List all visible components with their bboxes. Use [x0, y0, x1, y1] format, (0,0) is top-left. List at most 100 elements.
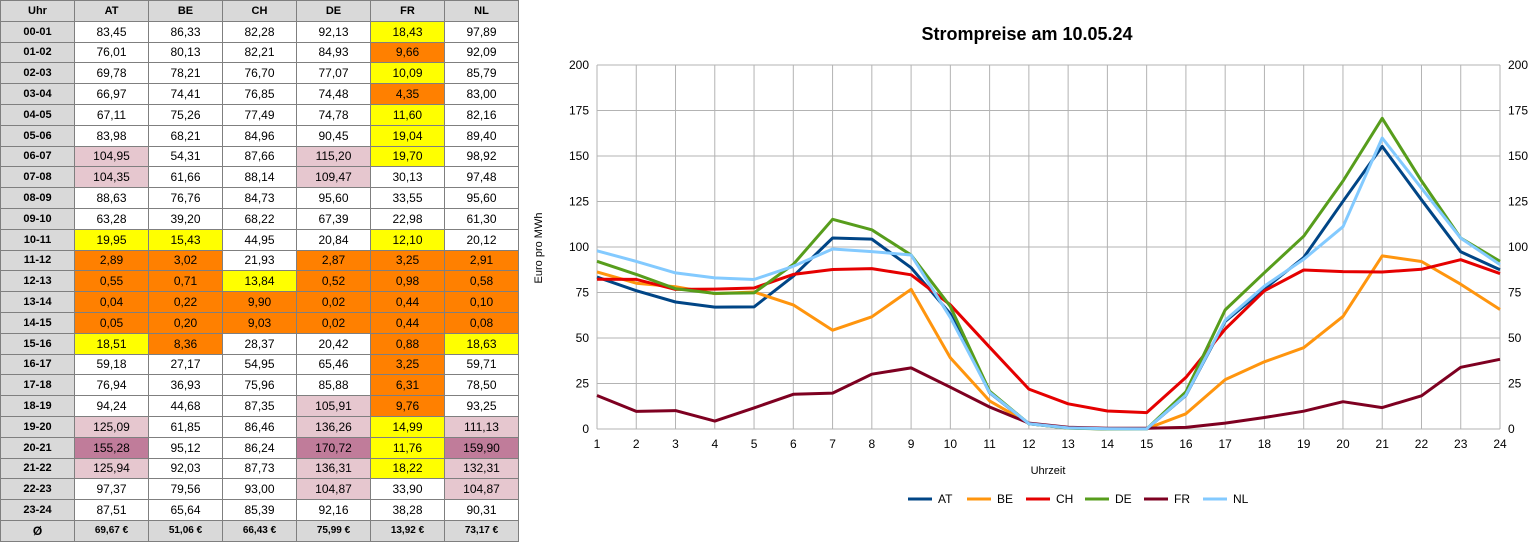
legend-label: AT	[938, 492, 953, 506]
price-cell: 63,28	[74, 207, 149, 230]
price-cell: 44,95	[222, 228, 297, 251]
price-cell: 59,71	[444, 353, 519, 376]
price-cell: 0,52	[296, 270, 371, 293]
price-cell: 87,51	[74, 499, 149, 521]
table-row: 17-18 76,94 36,93 75,96 85,88 6,31 78,50	[0, 374, 519, 397]
column-header-at: AT	[74, 0, 149, 22]
y-tick-label: 50	[1508, 331, 1522, 345]
table-row: 09-10 63,28 39,20 68,22 67,39 22,98 61,30	[0, 207, 519, 230]
price-cell: 74,48	[296, 83, 371, 105]
price-cell: 125,09	[74, 415, 149, 438]
legend-label: NL	[1233, 492, 1249, 506]
price-cell: 67,11	[74, 103, 149, 126]
y-axis-left: 0 25 50 75 100 125 150 175 200	[569, 58, 589, 436]
price-table: Uhr AT BE CH DE FR NL 00-01 83,45 86,33 82,28 92,1…	[0, 0, 519, 542]
price-cell: 92,09	[444, 41, 519, 64]
price-cell: 86,46	[222, 415, 297, 438]
price-cell: 11,60	[370, 103, 445, 126]
price-cell: 8,36	[148, 332, 223, 355]
price-cell: 61,66	[148, 166, 223, 189]
hour-cell: 06-07	[0, 145, 75, 168]
price-cell: 78,50	[444, 374, 519, 397]
hour-cell: 04-05	[0, 103, 75, 126]
hour-cell: 22-23	[0, 478, 75, 501]
table-row: 21-22 125,94 92,03 87,73 136,31 18,22 132,31	[0, 457, 519, 480]
table-row: 07-08 104,35 61,66 88,14 109,47 30,13 97,48	[0, 166, 519, 189]
hour-cell: 16-17	[0, 353, 75, 376]
table-row: 18-19 94,24 44,68 87,35 105,91 9,76 93,25	[0, 395, 519, 417]
price-cell: 28,37	[222, 332, 297, 355]
price-cell: 82,21	[222, 41, 297, 64]
table-row: 04-05 67,11 75,26 77,49 74,78 11,60 82,16	[0, 103, 519, 126]
price-cell: 83,00	[444, 83, 519, 105]
price-cell: 39,20	[148, 207, 223, 230]
series-line-nl	[596, 136, 1501, 431]
x-tick-label: 13	[1061, 437, 1075, 451]
series-line-de	[596, 116, 1501, 431]
hour-cell: 00-01	[0, 20, 75, 43]
price-cell: 0,88	[370, 332, 445, 355]
price-cell: 136,26	[296, 415, 371, 438]
price-cell: 3,25	[370, 353, 445, 376]
price-cell: 76,01	[74, 41, 149, 64]
hour-cell: 14-15	[0, 311, 75, 334]
price-cell: 0,22	[148, 291, 223, 313]
price-cell: 18,63	[444, 332, 519, 355]
y-tick-label: 150	[1508, 149, 1528, 163]
hour-cell: 12-13	[0, 270, 75, 293]
x-tick-label: 2	[633, 437, 640, 451]
price-cell: 104,95	[74, 145, 149, 168]
price-cell: 84,93	[296, 41, 371, 64]
price-cell: 0,71	[148, 270, 223, 293]
price-cell: 20,12	[444, 228, 519, 251]
legend-label: FR	[1174, 492, 1190, 506]
column-header-fr: FR	[370, 0, 445, 22]
price-cell: 87,35	[222, 395, 297, 417]
x-axis: 1 2 3 4 5 6 7 8 9 10 11 12 13 14 15 16 17 18 19 20 21 22 23 24	[594, 437, 1507, 451]
table-row: 02-03 69,78 78,21 76,70 77,07 10,09 85,79	[0, 62, 519, 85]
chart-grid	[596, 64, 1501, 430]
x-tick-label: 11	[983, 437, 996, 451]
price-cell: 67,39	[296, 207, 371, 230]
table-row: 22-23 97,37 79,56 93,00 104,87 33,90 104,87	[0, 478, 519, 501]
table-row: 10-11 19,95 15,43 44,95 20,84 12,10 20,12	[0, 228, 519, 251]
x-tick-label: 19	[1297, 437, 1311, 451]
price-cell: 74,78	[296, 103, 371, 126]
hour-cell: 15-16	[0, 332, 75, 355]
price-cell: 97,89	[444, 20, 519, 43]
price-cell: 94,24	[74, 395, 149, 417]
hour-cell: 11-12	[0, 249, 75, 272]
price-cell: 85,39	[222, 499, 297, 521]
price-cell: 20,42	[296, 332, 371, 355]
chart-series	[596, 116, 1501, 431]
price-cell: 76,70	[222, 62, 297, 85]
price-cell: 59,18	[74, 353, 149, 376]
price-cell: 13,84	[222, 270, 297, 293]
x-tick-label: 15	[1140, 437, 1154, 451]
column-header-ch: CH	[222, 0, 297, 22]
legend-label: CH	[1056, 492, 1073, 506]
price-cell: 109,47	[296, 166, 371, 189]
x-tick-label: 6	[790, 437, 797, 451]
price-cell: 159,90	[444, 436, 519, 459]
x-tick-label: 16	[1179, 437, 1193, 451]
price-cell: 125,94	[74, 457, 149, 480]
price-cell: 19,95	[74, 228, 149, 251]
price-cell: 2,87	[296, 249, 371, 272]
x-tick-label: 1	[594, 437, 601, 451]
price-cell: 14,99	[370, 415, 445, 438]
hour-cell: 18-19	[0, 395, 75, 417]
price-cell: 105,91	[296, 395, 371, 417]
price-cell: 33,55	[370, 187, 445, 209]
price-cell: 0,20	[148, 311, 223, 334]
price-cell: 76,85	[222, 83, 297, 105]
price-cell: 80,13	[148, 41, 223, 64]
price-cell: 86,24	[222, 436, 297, 459]
y-tick-label: 150	[569, 149, 589, 163]
hour-cell: 20-21	[0, 436, 75, 459]
hour-cell: 02-03	[0, 62, 75, 85]
y-tick-label: 0	[1508, 422, 1515, 436]
price-cell: 10,09	[370, 62, 445, 85]
price-cell: 82,28	[222, 20, 297, 43]
price-cell: 20,84	[296, 228, 371, 251]
